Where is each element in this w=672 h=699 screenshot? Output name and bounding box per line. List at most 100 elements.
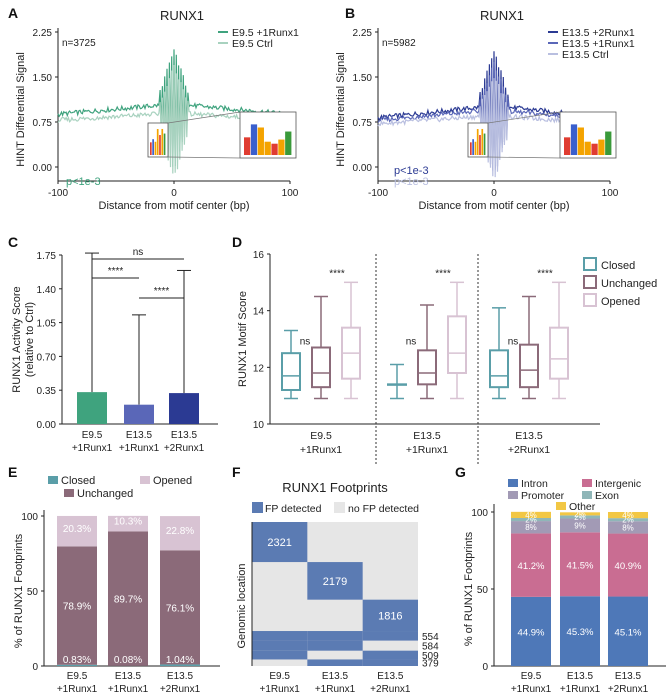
panel-g-ytick-label: 100 <box>471 508 488 519</box>
panel-g-ytick-label: 50 <box>477 585 489 596</box>
panel-g-segment-promoter <box>608 521 648 534</box>
panel-b-logo-letter <box>472 139 474 155</box>
panel-d-ytick-label: 16 <box>253 250 265 261</box>
panel-c-category-label: +1Runx1 <box>119 443 160 454</box>
panel-f-block-label: 2321 <box>267 537 291 549</box>
panel-d-group-label: +1Runx1 <box>300 444 342 456</box>
panel-a-logo-connector <box>167 156 241 159</box>
panel-a-xlabel: Distance from motif center (bp) <box>99 200 250 212</box>
panel-f-cell <box>252 640 308 651</box>
panel-b-logo-letter <box>605 131 612 155</box>
panel-g-legend-label: Intron <box>521 478 548 490</box>
panel-d-legend-label: Opened <box>601 296 640 308</box>
panel-g-segment-intron <box>608 596 648 666</box>
panel-f-block-label: 554 <box>422 632 439 643</box>
panel-b-xtick-label: -100 <box>368 188 388 199</box>
panel-g-category-label: +1Runx1 <box>560 684 601 695</box>
panel-letter-a: A <box>8 5 18 21</box>
panel-g-legend-swatch <box>556 502 566 510</box>
panel-g-segment-intergenic <box>608 533 648 597</box>
panel-b-ytick-label: 0.75 <box>353 118 373 129</box>
panel-e-ytick-label: 100 <box>21 512 38 523</box>
panel-b-pvalue-2: p<1e-3 <box>394 176 429 188</box>
panel-e-data-label: 1.04% <box>166 655 194 666</box>
panel-b-ytick-label: 1.50 <box>353 73 373 84</box>
panel-g-legend-swatch <box>582 491 592 499</box>
panel-a-logo-letter <box>161 128 164 155</box>
panel-c-category-label: E9.5 <box>82 430 103 441</box>
panel-g-legend-swatch <box>582 479 592 487</box>
panel-d-ylabel: RUNX1 Motif Score <box>237 291 249 387</box>
panel-g-legend-swatch <box>508 491 518 499</box>
panel-d-box <box>447 315 467 375</box>
panel-letter-c: C <box>8 234 18 250</box>
panel-e-category-label: E13.5 <box>115 671 142 682</box>
panel-b-legend-label: E13.5 +2Runx1 <box>562 27 635 39</box>
panel-g-category-label: +1Runx1 <box>511 684 552 695</box>
panel-letter-f: F <box>232 464 241 480</box>
panel-a-logo-letter <box>156 129 159 155</box>
panel-e-legend-swatch <box>64 489 74 497</box>
panel-a-n-annotation: n=3725 <box>62 38 96 49</box>
panel-g-segment-intergenic <box>560 532 600 597</box>
panel-c-ytick-label: 0.00 <box>37 420 57 431</box>
panel-e-segment-unchanged <box>160 550 200 665</box>
panel-b-logo-connector <box>487 156 561 159</box>
panel-d-ytick-label: 10 <box>253 420 265 431</box>
panel-a-logo-letter <box>257 127 264 155</box>
panel-g-data-label: 2% <box>574 513 586 522</box>
panel-c-significance-label: **** <box>154 286 170 297</box>
panel-e-data-label: 0.83% <box>63 655 91 666</box>
panel-b-logo-letter <box>483 133 486 155</box>
panel-letter-g: G <box>455 464 466 480</box>
panel-e-segment-closed <box>160 664 200 666</box>
panel-c-ytick-label: 1.40 <box>37 285 57 296</box>
panel-a-xtick-label: 0 <box>171 188 177 199</box>
panel-b-legend-label: E13.5 +1Runx1 <box>562 38 635 50</box>
panel-b-logo-letter <box>476 129 479 155</box>
panel-f-block-label: 2179 <box>323 576 347 588</box>
panel-f-column-label: +2Runx1 <box>370 684 411 695</box>
panel-c-category-label: E13.5 <box>126 430 153 441</box>
panel-f-block-label: 379 <box>422 659 439 670</box>
panel-g-legend-label: Other <box>569 501 596 513</box>
panel-g-segment-exon <box>511 518 551 522</box>
panel-g-category-label: +2Runx1 <box>608 684 649 695</box>
panel-g-data-label: 9% <box>574 521 586 530</box>
panel-b-title: RUNX1 <box>480 8 524 23</box>
panel-g-segment-exon <box>560 515 600 519</box>
panel-a-xtick-label: -100 <box>48 188 68 199</box>
panel-g-data-label: 4% <box>525 511 537 520</box>
panel-d-legend-swatch <box>583 293 597 307</box>
panel-d-box <box>311 346 331 389</box>
panel-letter-b: B <box>345 5 355 21</box>
panel-g-category-label: E9.5 <box>521 671 542 682</box>
panel-a-ylabel: HINT Differential Signal <box>15 52 27 167</box>
panel-a-logo-letter <box>152 139 154 155</box>
panel-g-ylabel: % of RUNX1 Footprints <box>463 531 475 646</box>
panel-d-ytick-label: 12 <box>253 363 265 374</box>
panel-b-logo-letter <box>584 141 591 155</box>
panel-f-cell <box>252 522 308 563</box>
panel-e-legend-swatch <box>140 476 150 484</box>
panel-b-logo-letter <box>470 142 472 155</box>
panel-f-column-label: E13.5 <box>377 671 404 682</box>
panel-e-data-label: 89.7% <box>114 595 142 606</box>
panel-a-logo-letter <box>278 139 285 155</box>
panel-b-n-annotation: n=5982 <box>382 38 416 49</box>
panel-f-cell <box>307 659 363 666</box>
panel-a-logo-letter <box>154 141 157 155</box>
panel-g-segment-promoter <box>511 521 551 534</box>
panel-f-cell <box>307 631 363 641</box>
panel-g-data-label: 8% <box>622 523 634 532</box>
panel-e-segment-unchanged <box>108 531 148 666</box>
panel-g-data-label: 8% <box>525 523 537 532</box>
panel-d-significance-label: **** <box>329 269 345 280</box>
panel-d-significance-label: **** <box>537 269 553 280</box>
panel-e-legend-label: Unchanged <box>77 488 133 500</box>
panel-c-significance-label: ns <box>133 247 144 258</box>
panel-b-pvalue-1: p<1e-3 <box>394 165 429 177</box>
panel-c-ytick-label: 1.75 <box>37 251 57 262</box>
panel-d-significance-label: **** <box>435 269 451 280</box>
